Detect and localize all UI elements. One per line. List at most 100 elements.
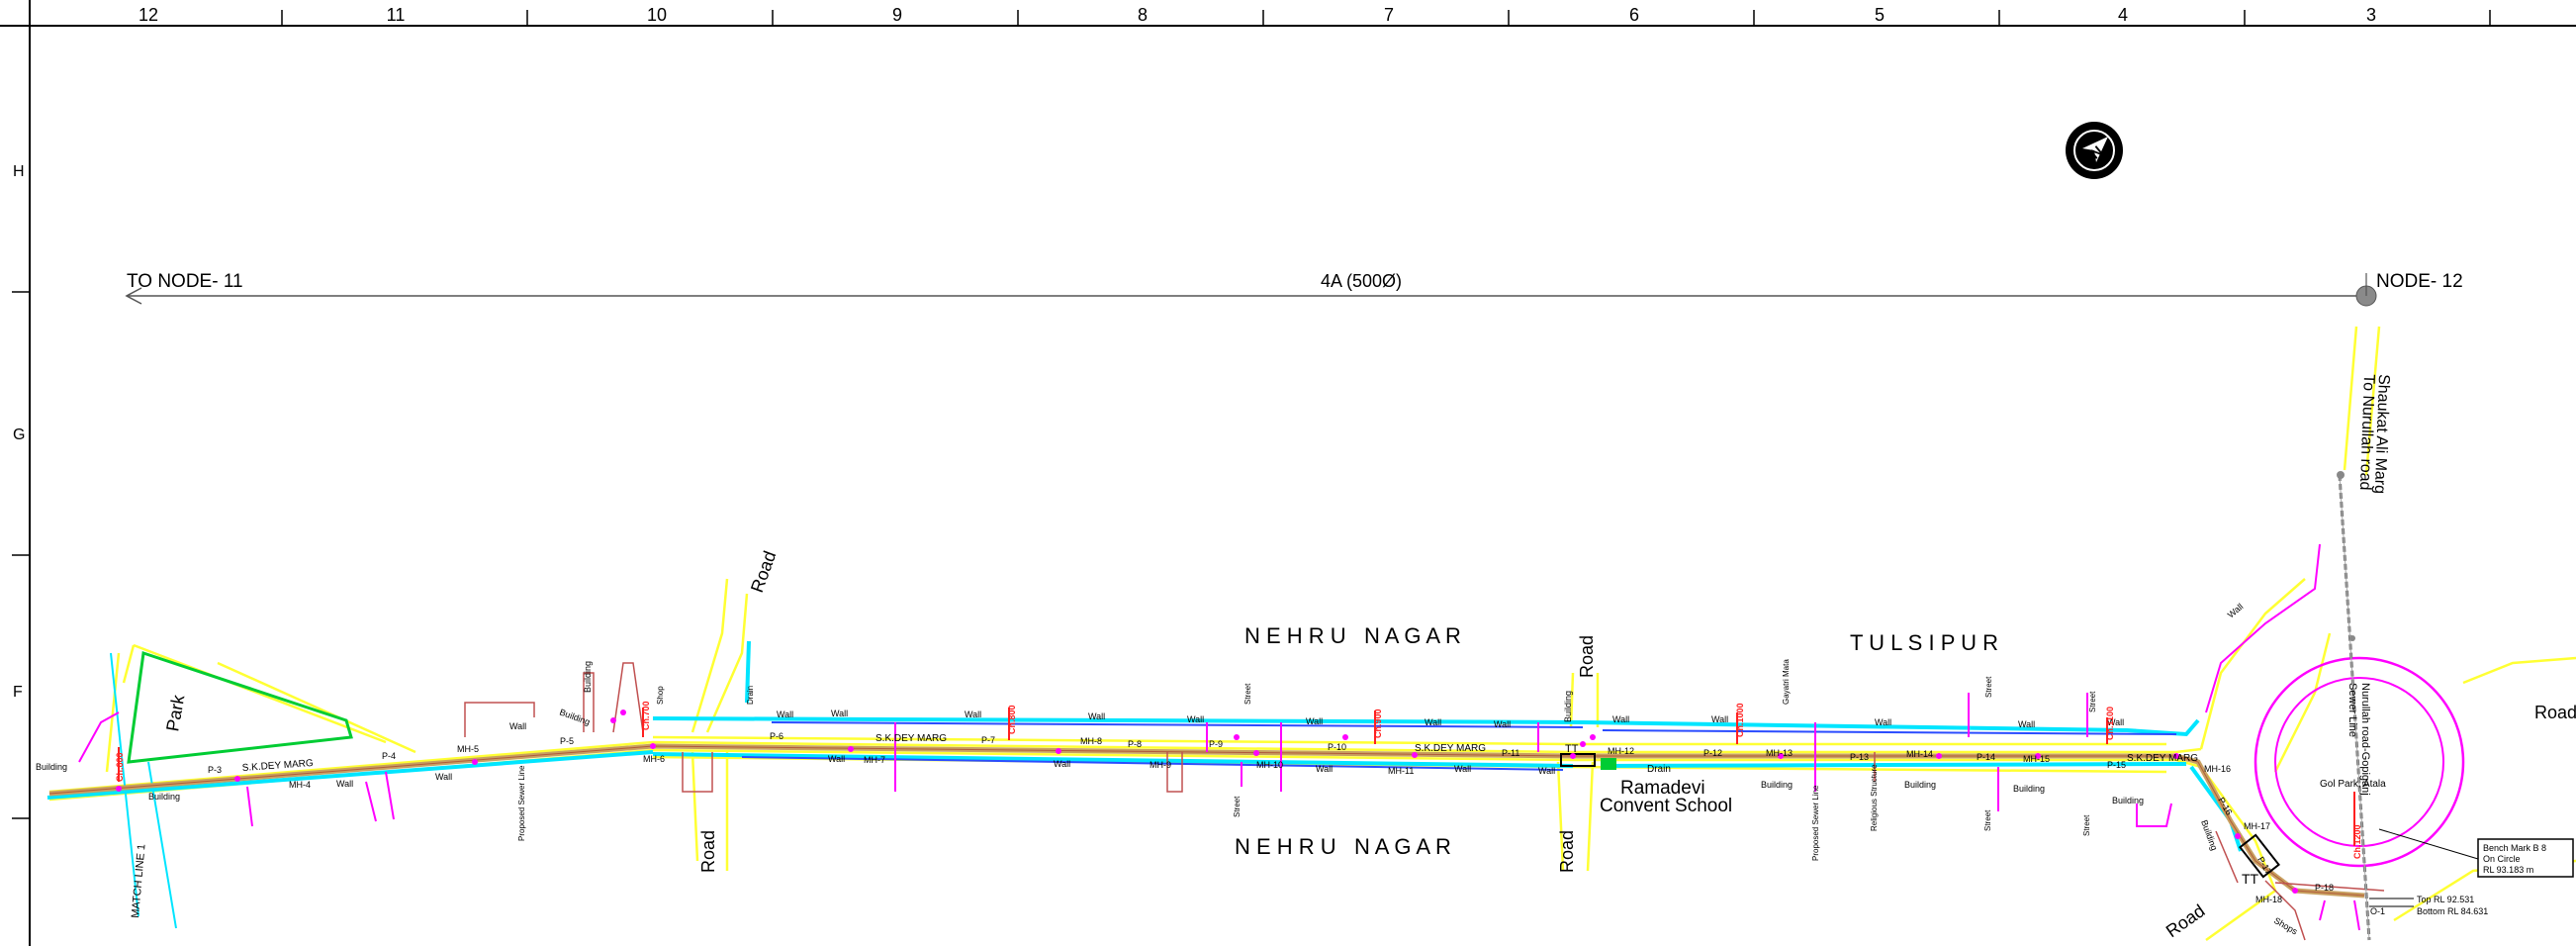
street-label: Street — [1233, 796, 1242, 817]
road-label: Road — [1577, 635, 1597, 678]
school-label-2: Convent School — [1600, 796, 1732, 816]
wall-label: Wall — [1425, 717, 1441, 727]
gol-park-label: Gol Park, Atala — [2320, 779, 2386, 790]
manhole-label: MH-18 — [2255, 895, 2282, 904]
pipe-label: P-15 — [2107, 760, 2126, 770]
trunk-line-label: 4A (500Ø) — [1321, 271, 1402, 291]
pipe-label: P-4 — [382, 751, 396, 761]
sewer-main — [48, 743, 2365, 899]
park-label: Park — [162, 693, 188, 733]
chainage-label: Ch.800 — [1007, 705, 1017, 734]
chainage-label: Ch.1000 — [1735, 703, 1745, 737]
wall-label: Wall — [1494, 719, 1511, 729]
place-labels: Park Gol Park, Atala Ramadevi Convent Sc… — [130, 659, 2386, 937]
grid-col-9: 9 — [892, 5, 902, 25]
wall-label: Wall — [435, 772, 452, 782]
building-label: Building — [1761, 780, 1793, 790]
manhole-label: MH-16 — [2204, 764, 2231, 774]
pipe-label: P-8 — [1128, 739, 1142, 749]
street-label: Street — [1243, 683, 1252, 705]
grid-col-7: 7 — [1384, 5, 1394, 25]
wall-label: Wall — [1711, 714, 1728, 724]
level-callout-lines — [2369, 898, 2414, 907]
manhole-label: MH-11 — [1388, 766, 1414, 776]
wall-label: Wall — [965, 710, 981, 719]
wall-label: Wall — [2226, 602, 2246, 620]
benchmark-text: Bench Mark B 8 On Circle RL 93.183 m — [2483, 843, 2546, 875]
manhole-dots — [116, 710, 2298, 894]
proposed-sewer-label: Proposed Sewer Line — [517, 765, 526, 841]
sewer-main-centerline — [48, 745, 2365, 897]
wall-label: Wall — [1538, 766, 1555, 776]
benchmark-callout — [2378, 828, 2574, 878]
grid-row-f: F — [13, 684, 23, 701]
manhole-label: MH-13 — [1766, 748, 1793, 758]
wall-label: Wall — [336, 779, 353, 789]
street-label: Street — [1984, 676, 1993, 698]
pipe-label: P-5 — [560, 736, 574, 746]
wall-label: Wall — [1612, 714, 1629, 724]
pipe-label: P-6 — [770, 731, 783, 741]
benchmark-line-2: On Circle — [2483, 854, 2521, 864]
grid-col-6: 6 — [1629, 5, 1639, 25]
north-arrow-icon: N — [2066, 122, 2123, 179]
grid-col-3: 3 — [2366, 5, 2376, 25]
wall-label: Wall — [1088, 711, 1105, 721]
proposed-sewer-labels: Proposed Sewer Line Proposed Sewer Line — [517, 765, 1820, 861]
building-label: Building — [2013, 784, 2045, 794]
wall-label: Wall — [1054, 759, 1070, 769]
trunk-line-4a — [125, 273, 2377, 307]
gayatri-mata-label: Gayatri Mata — [1782, 659, 1791, 705]
chainage-label: Ch.1100 — [2105, 707, 2115, 740]
grid-row-labels: H G F — [13, 163, 25, 701]
street-label: Street — [2082, 814, 2091, 836]
chainage-label: Ch.600 — [115, 752, 125, 782]
chainage-label: Ch.700 — [641, 701, 651, 730]
grid-column-labels: 12 11 10 9 8 7 6 5 4 3 — [138, 5, 2376, 25]
pipe-label: P-18 — [2315, 883, 2334, 893]
tulsipur-label: T U L S I P U R — [1850, 630, 1998, 655]
school-label-1: Ramadevi — [1620, 778, 1705, 799]
grid-col-11: 11 — [387, 5, 406, 25]
tt-label: TT — [1565, 743, 1579, 755]
road-label: Road — [747, 548, 781, 595]
grid-row-g: G — [13, 426, 25, 443]
manhole-label: MH-7 — [864, 755, 885, 765]
pipe-label: P-7 — [981, 735, 995, 745]
o1-label: O-1 — [2370, 906, 2385, 916]
grid-col-4: 4 — [2118, 5, 2128, 25]
grid-col-12: 12 — [138, 5, 158, 25]
building-label: Building — [148, 792, 180, 802]
street-label: Street — [2088, 691, 2097, 712]
nurullah-sewer-label-2: Sewer Line — [2346, 683, 2358, 737]
wall-label: Wall — [509, 721, 526, 731]
to-node-11-label: TO NODE- 11 — [127, 271, 243, 292]
building-label: Building — [583, 661, 593, 693]
area-labels: N E H R U N A G A R N E H R U N A G A R … — [1235, 623, 1998, 859]
manhole-label: MH-4 — [289, 780, 311, 790]
street-small-labels: Street Street Street Street Street Stree… — [1233, 676, 2097, 836]
node-12-label: NODE- 12 — [2376, 271, 2463, 292]
manhole-labels: MH-4 MH-5 MH-6 MH-7 MH-8 MH-9 MH-10 MH-1… — [289, 736, 2282, 904]
drain-labels: Drain Drain — [746, 686, 1671, 775]
street-label: Street — [1983, 809, 1992, 831]
grid-row-h: H — [13, 163, 25, 180]
drain-label: Drain — [746, 686, 755, 705]
grid-col-10: 10 — [647, 5, 667, 25]
wall-label: Wall — [1454, 764, 1471, 774]
chainage-labels: Ch.600 Ch.700 Ch.800 Ch.900 Ch.1000 Ch.1… — [115, 701, 2362, 859]
building-label: Building — [2112, 796, 2144, 805]
pipe-label: P-13 — [1850, 752, 1869, 762]
building-label: Building — [1904, 780, 1936, 790]
nurullah-road-label: To Nurullah road — [2356, 374, 2377, 491]
drain-lines — [46, 640, 2243, 852]
manhole-label: MH-10 — [1256, 760, 1283, 770]
shaukat-ali-road-label: Shaukat Ali Marg — [2371, 374, 2392, 494]
top-rl-label: Top RL 92.531 — [2417, 895, 2474, 904]
manhole-label: MH-5 — [457, 744, 479, 754]
nehru-nagar-top-label: N E H R U N A G A R — [1244, 623, 1461, 648]
road-label: Road — [2162, 900, 2209, 941]
school-marker — [1601, 758, 1616, 770]
